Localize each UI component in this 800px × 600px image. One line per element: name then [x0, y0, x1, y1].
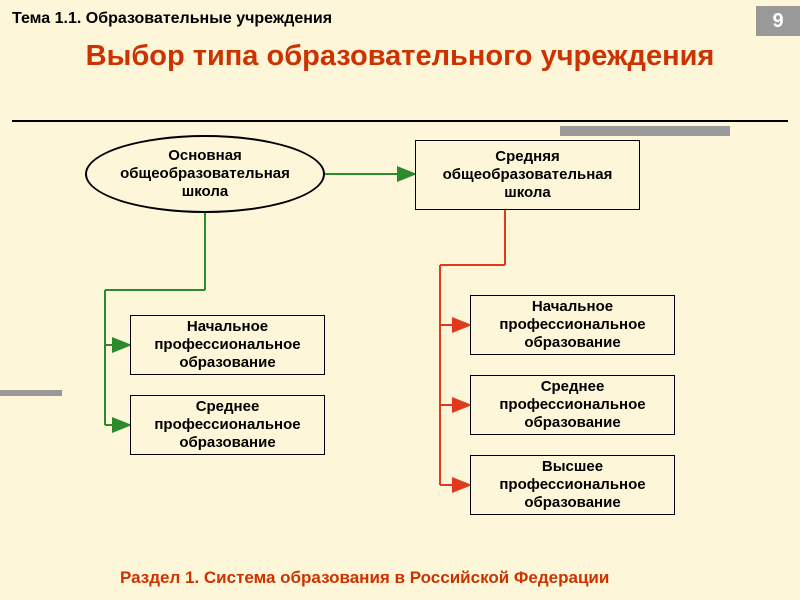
diagram-node: Средняяобщеобразовательнаяшкола: [415, 140, 640, 210]
left-accent-bar: [0, 390, 62, 396]
diagram-node: Основнаяобщеобразовательнаяшкола: [85, 135, 325, 213]
diagram-node: Начальноепрофессиональноеобразование: [130, 315, 325, 375]
diagram-node: Среднеепрофессиональноеобразование: [130, 395, 325, 455]
section-label: Раздел 1. Система образования в Российск…: [120, 568, 609, 588]
connectors-layer: [0, 0, 800, 600]
diagram-node: Высшеепрофессиональноеобразование: [470, 455, 675, 515]
title-underline: [12, 120, 788, 122]
page-number: 9: [772, 10, 783, 33]
diagram-node: Начальноепрофессиональноеобразование: [470, 295, 675, 355]
slide: Тема 1.1. Образовательные учреждения 9 В…: [0, 0, 800, 600]
topic-label: Тема 1.1. Образовательные учреждения: [12, 10, 332, 28]
title-accent-bar: [560, 126, 730, 136]
page-number-badge: 9: [756, 6, 800, 36]
diagram-node: Среднеепрофессиональноеобразование: [470, 375, 675, 435]
slide-title: Выбор типа образовательного учреждения: [0, 38, 800, 74]
